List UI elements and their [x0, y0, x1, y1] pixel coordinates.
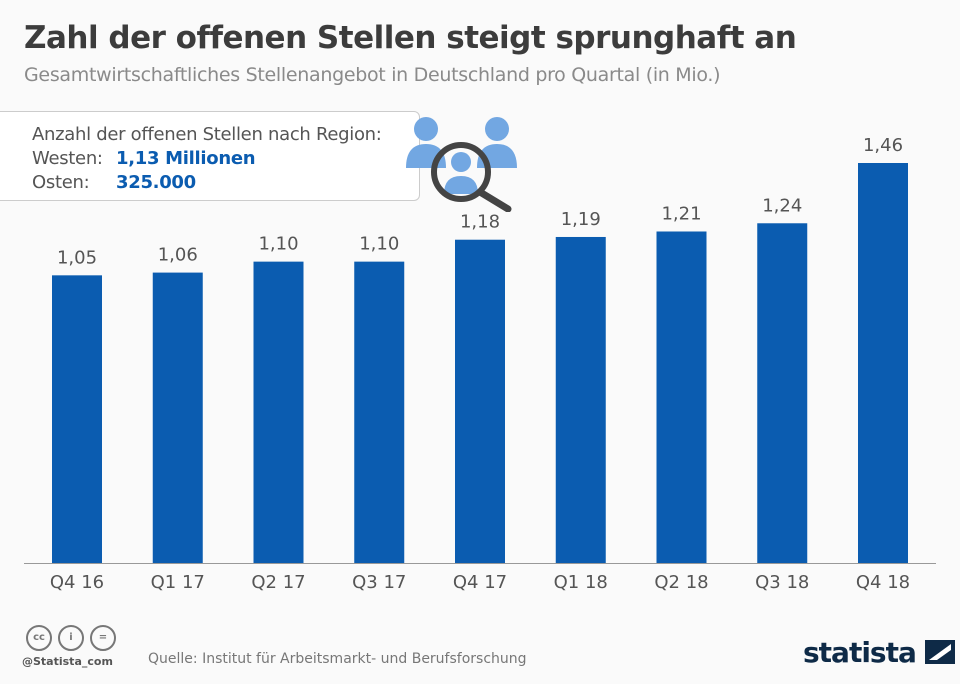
bar: [757, 223, 808, 563]
statista-logo[interactable]: statista: [803, 636, 955, 669]
statista-logo-mark: [924, 640, 955, 664]
data-label: 1,18: [460, 212, 500, 233]
x-tick-label: Q3 17: [352, 572, 406, 593]
data-label: 1,10: [258, 234, 298, 255]
data-label: 1,46: [863, 135, 903, 156]
people-search-icon: [406, 117, 517, 212]
bar: [656, 231, 707, 563]
x-tick-label: Q3 18: [755, 572, 809, 593]
data-label: 1,10: [359, 234, 399, 255]
x-tick-label: Q1 17: [151, 572, 205, 593]
west-label: Westen:: [32, 148, 103, 169]
cc-icon: cc: [26, 625, 52, 651]
source-note: Quelle: Institut für Arbeitsmarkt- und B…: [148, 651, 527, 667]
x-tick-label: Q4 17: [453, 572, 507, 593]
east-value: 325.000: [116, 172, 196, 193]
data-label: 1,06: [158, 245, 198, 266]
east-label: Osten:: [32, 172, 90, 193]
nd-icon: =: [90, 625, 116, 651]
data-label: 1,24: [762, 195, 802, 216]
chart-subtitle: Gesamtwirtschaftliches Stellenangebot in…: [24, 64, 721, 86]
x-tick-label: Q1 18: [554, 572, 608, 593]
logo-text: statista: [803, 636, 917, 669]
info-heading: Anzahl der offenen Stellen nach Region:: [32, 124, 382, 145]
x-tick-label: Q4 18: [856, 572, 910, 593]
info-text: Anzahl der offenen Stellen nach Region: …: [32, 123, 382, 195]
data-label: 1,19: [561, 209, 601, 230]
x-tick-label: Q2 18: [654, 572, 708, 593]
x-tick-label: Q4 16: [50, 572, 104, 593]
bar: [152, 272, 203, 563]
statista-handle: @Statista_com: [22, 655, 113, 668]
bar: [555, 236, 606, 563]
by-icon: i: [58, 625, 84, 651]
bar: [52, 275, 102, 563]
info-box: [0, 111, 420, 201]
data-label: 1,21: [661, 203, 701, 224]
west-value: 1,13 Millionen: [116, 148, 256, 169]
bar: [858, 163, 908, 563]
x-tick-label: Q2 17: [251, 572, 305, 593]
bar: [253, 261, 304, 563]
chart-title: Zahl der offenen Stellen steigt sprungha…: [24, 20, 797, 56]
bar: [354, 261, 405, 563]
data-label: 1,05: [57, 247, 97, 268]
bar: [455, 239, 505, 563]
